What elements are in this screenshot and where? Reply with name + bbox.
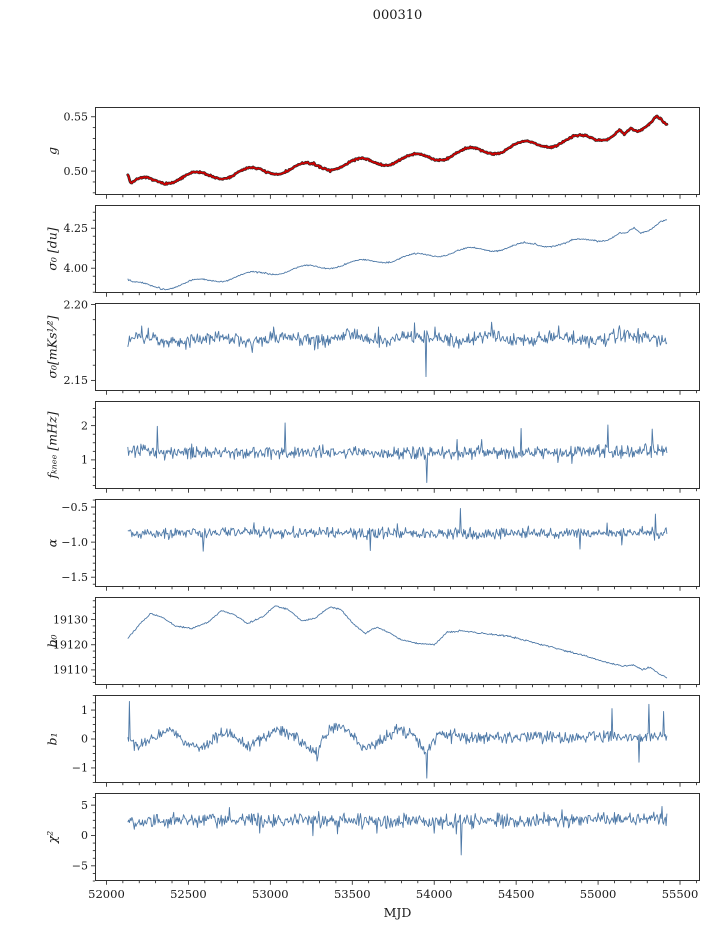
svg-text:2.20: 2.20 (64, 298, 89, 311)
y-tick-labels: 4.00 4.25 (64, 222, 89, 275)
svg-text:53000: 53000 (252, 887, 289, 901)
svg-text:19130: 19130 (53, 613, 88, 626)
series-group-b0 (127, 605, 668, 679)
svg-text:1: 1 (81, 704, 88, 717)
svg-text:0.55: 0.55 (64, 111, 89, 124)
y-axis-label-sigma0-mks: σ₀[mKs¹⁄²] (44, 315, 59, 378)
y-tick-labels: −5 0 5 (72, 799, 88, 873)
tick-marks (91, 499, 697, 591)
y-axis-label-chi2: χ² (44, 831, 59, 845)
axes-box (95, 205, 700, 293)
y-tick-labels: 19110 19120 19130 (53, 613, 88, 676)
svg-text:52500: 52500 (170, 887, 207, 901)
y-axis-label-sigma0-du: σ₀ [du] (44, 227, 59, 270)
axes-box (95, 401, 700, 489)
svg-text:19110: 19110 (53, 664, 88, 677)
svg-text:5: 5 (81, 799, 88, 812)
tick-marks (91, 600, 697, 689)
y-tick-labels: −1.5 −1.0 −0.5 (61, 501, 88, 584)
axes-box (95, 597, 700, 685)
tick-marks (91, 408, 697, 493)
y-tick-labels: 2.15 2.20 (64, 298, 89, 387)
y-axis-label-g: g (44, 147, 59, 155)
axes-box (95, 107, 700, 195)
series-group-g (126, 114, 669, 186)
svg-text:−5: −5 (72, 860, 88, 873)
svg-text:2: 2 (81, 419, 88, 432)
tick-marks (91, 304, 697, 395)
svg-text:1: 1 (81, 454, 88, 467)
axes-box (95, 793, 700, 881)
series-group-sigma0-mks (127, 321, 668, 378)
x-axis-label: MJD (383, 905, 412, 920)
tick-marks (91, 695, 697, 787)
svg-text:54000: 54000 (416, 887, 453, 901)
svg-text:4.00: 4.00 (64, 262, 89, 275)
axes-box (95, 303, 700, 391)
panel-b0: 19110 19120 19130 b₀ (0, 597, 725, 689)
svg-text:−1.0: −1.0 (61, 536, 88, 549)
svg-text:0.50: 0.50 (64, 165, 89, 178)
series-group-alpha (127, 508, 668, 552)
x-tick-labels: 52000 52500 53000 53500 54000 54500 55000 55500 (88, 887, 698, 901)
series-group-sigma0-du (127, 219, 668, 291)
y-tick-labels: 12 (81, 419, 88, 466)
panel-fknee: 1 2 fₖₙₑₑ [mHz] (0, 401, 725, 493)
series-group-fknee (127, 422, 668, 483)
chart-title: 000310 (372, 8, 423, 23)
y-tick-labels: −1 0 1 (72, 704, 88, 775)
svg-text:0: 0 (81, 733, 88, 746)
y-axis-label-fknee: fₖₙₑₑ [mHz] (44, 411, 59, 479)
axes-box (95, 499, 700, 587)
tick-marks (91, 211, 697, 297)
y-axis-label-b0: b₀ (44, 634, 59, 647)
panel-sigma0-du: 4.00 4.25 σ₀ [du] (0, 205, 725, 297)
svg-text:0: 0 (81, 829, 88, 842)
svg-text:−1.5: −1.5 (61, 571, 88, 584)
series-group-chi2 (127, 805, 668, 856)
y-tick-labels: 0.50 0.55 (64, 111, 89, 178)
svg-text:54500: 54500 (498, 887, 535, 901)
svg-text:53500: 53500 (334, 887, 371, 901)
y-axis-label-alpha: α (44, 538, 59, 547)
panel-chi2: −5 0 5 χ² 52000 52500 53000 53500 54000 54500 5500… (0, 793, 725, 901)
svg-text:−1: −1 (72, 762, 88, 775)
axes-box (95, 695, 700, 783)
svg-text:4.25: 4.25 (64, 222, 89, 235)
panel-b1: −1 0 1 b₁ (0, 695, 725, 787)
svg-text:55000: 55000 (580, 887, 617, 901)
panel-g: 0.50 0.55 g (0, 107, 725, 199)
svg-text:19120: 19120 (53, 639, 88, 652)
svg-text:52000: 52000 (88, 887, 125, 901)
panel-alpha: −1.5 −1.0 −0.5 α (0, 499, 725, 591)
tick-marks (91, 797, 697, 885)
panel-sigma0-mks: 2.15 2.20 σ₀[mKs¹⁄²] (0, 298, 725, 395)
tick-marks (91, 116, 697, 199)
svg-text:−0.5: −0.5 (61, 501, 88, 514)
y-axis-label-b1: b₁ (44, 732, 59, 745)
svg-text:2.15: 2.15 (64, 374, 89, 387)
series-group-b1 (127, 700, 668, 779)
svg-text:55500: 55500 (662, 887, 699, 901)
